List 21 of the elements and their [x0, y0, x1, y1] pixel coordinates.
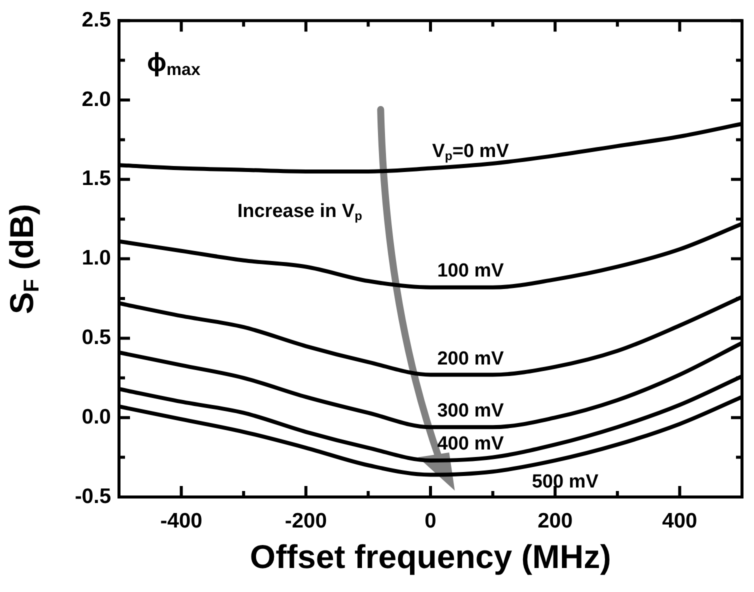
y-tick-label: 0.5	[82, 326, 112, 349]
x-tick-label: -400	[160, 509, 202, 532]
series-label: 300 mV	[437, 400, 504, 422]
annotation: ϕ$_{max}$	[147, 47, 200, 80]
y-tick-label: 0.0	[82, 405, 111, 428]
series-label: 400 mV	[437, 434, 504, 455]
series-label: 200 mV	[437, 348, 504, 370]
series-label: 500 mV	[532, 472, 598, 493]
y-tick-label: 2.0	[82, 88, 111, 111]
x-tick-label: 400	[662, 509, 698, 532]
y-tick-label: 1.0	[82, 246, 111, 270]
x-tick-label: -200	[284, 509, 327, 532]
y-tick-label: -0.5	[74, 484, 112, 508]
series-label: 100 mV	[437, 260, 504, 282]
x-tick-label: 0	[424, 509, 436, 532]
x-axis-title: Offset frequency (MHz)	[250, 538, 612, 575]
x-tick-label: 200	[538, 509, 573, 532]
series-label: V$_{p}$=0 mV	[432, 141, 509, 164]
annotation: Increase in V$_{p}$	[237, 200, 362, 223]
y-tick-label: 2.5	[82, 8, 112, 32]
y-tick-label: 1.5	[82, 167, 112, 190]
